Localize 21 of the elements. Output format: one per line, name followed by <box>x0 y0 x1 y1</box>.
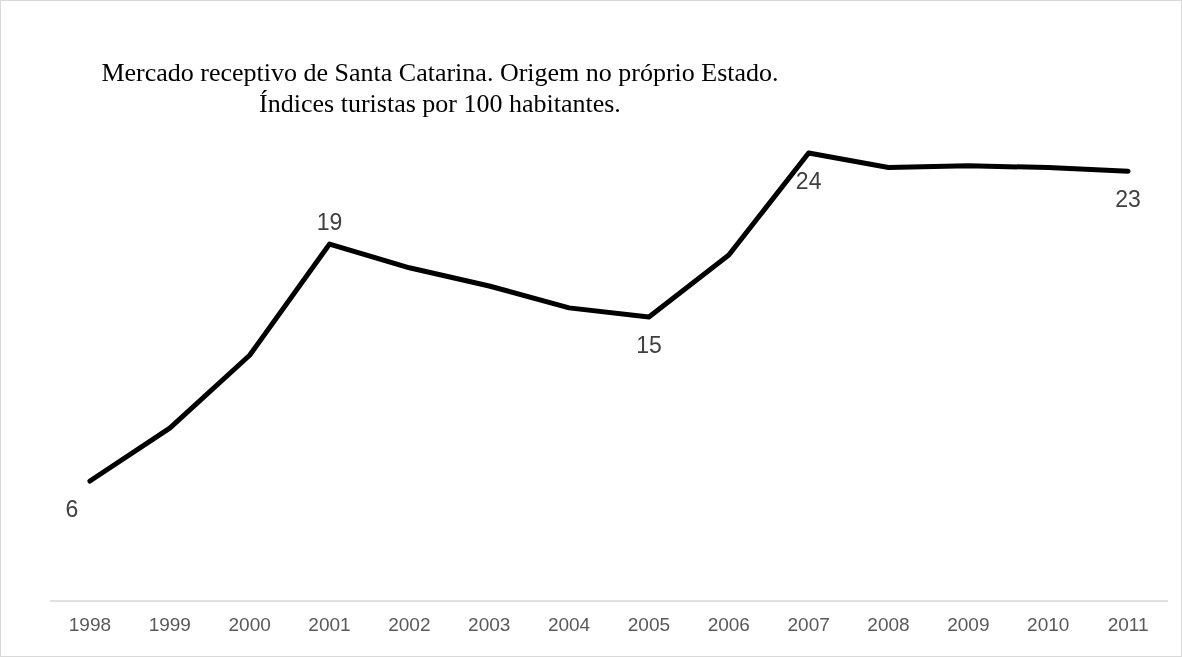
data-label: 19 <box>316 209 343 236</box>
x-tick-label: 2000 <box>228 614 271 635</box>
x-tick-label: 1999 <box>148 614 191 635</box>
chart-subtitle: Índices turistas por 100 habitantes. <box>259 89 621 118</box>
x-tick-label: 2008 <box>867 614 910 635</box>
data-label: 6 <box>65 496 79 522</box>
x-tick-label: 2006 <box>707 614 750 635</box>
x-tick-label: 1998 <box>68 614 112 635</box>
x-tick-label: 2002 <box>388 614 431 635</box>
data-label: 23 <box>1115 186 1141 213</box>
x-tick-label: 2003 <box>468 614 511 635</box>
chart-title: Mercado receptivo de Santa Catarina. Origem no próprio Estado. <box>101 58 779 87</box>
x-tick-label: 2011 <box>1107 614 1149 635</box>
data-label: 24 <box>795 168 822 194</box>
data-label: 15 <box>636 332 662 358</box>
x-tick-label: 2007 <box>787 614 830 635</box>
x-tick-label: 2004 <box>547 614 591 635</box>
x-tick-label: 2005 <box>627 614 671 635</box>
x-tick-label: 2010 <box>1027 614 1070 635</box>
x-tick-label: 2009 <box>947 614 990 635</box>
x-tick-label: 2001 <box>308 614 351 635</box>
